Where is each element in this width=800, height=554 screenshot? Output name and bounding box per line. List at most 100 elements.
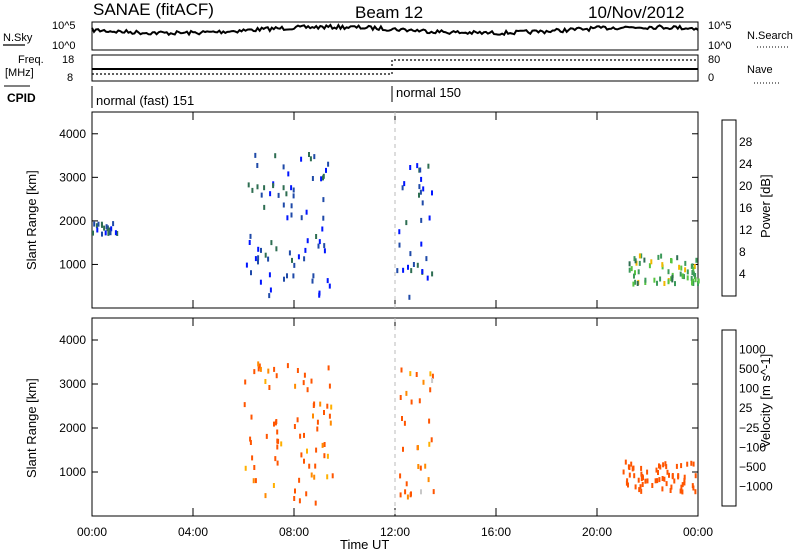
power-echo-cell (323, 248, 326, 254)
velocity-echo-cell (302, 380, 305, 386)
velocity-echo-cell (253, 369, 256, 375)
power-echo-cell (697, 278, 700, 284)
velocity-echo-cell (656, 478, 659, 484)
power-echo-cell (674, 281, 676, 287)
velocity-echo-cell (274, 456, 277, 462)
power-echo-cell (431, 271, 434, 277)
power-colorbar-tick-4: 20 (739, 179, 753, 193)
power-echo-cell (322, 175, 324, 181)
station-title: SANAE (fitACF) (93, 0, 214, 19)
power-echo-cell (676, 255, 679, 261)
velocity-echo-cell (430, 437, 433, 443)
power-echo-cell (257, 255, 260, 261)
power-echo-cell (292, 273, 295, 279)
velocity-echo-cell (273, 366, 276, 372)
velocity-echo-cell (666, 469, 669, 475)
velocity-echo-cell (637, 477, 640, 483)
noise-right-tick-bottom: 10^0 (708, 40, 732, 52)
power-echo-cell (304, 247, 307, 253)
velocity-echo-cell (675, 463, 678, 469)
power-echo-cell (305, 209, 308, 215)
power-echo-cell (427, 163, 430, 169)
power-echo-cell (286, 273, 288, 279)
velocity-colorbar-tick-1: 500 (739, 362, 759, 376)
velocity-echo-cell (400, 367, 403, 373)
velocity-echo-cell (420, 489, 422, 495)
power-echo-cell (686, 275, 689, 281)
velocity-echo-cell (630, 461, 633, 467)
velocity-echo-cell (298, 498, 301, 504)
power-echo-cell (638, 260, 641, 266)
freq-left-tick-top: 18 (62, 54, 74, 66)
noise-left-label: N.Sky (3, 32, 33, 44)
power-echo-cell (300, 156, 303, 162)
power-echo-cell (285, 191, 288, 197)
velocity-colorbar-tick-7: −1000 (739, 479, 773, 493)
power-echo-cell (318, 239, 321, 245)
velocity-echo-cell (328, 383, 331, 389)
power-echo-cell (422, 186, 425, 192)
velocity-echo-cell (651, 483, 654, 488)
power-echo-cell (108, 227, 111, 233)
power-echo-cell (671, 274, 674, 280)
power-echo-cell (410, 268, 413, 274)
power-echo-cell (107, 230, 110, 236)
velocity-echo-cell (686, 461, 689, 467)
power-echo-cell (661, 262, 664, 268)
velocity-echo-cell (313, 401, 316, 407)
power-echo-cell (292, 193, 295, 199)
velocity-echo-cell (293, 424, 296, 429)
velocity-echo-cell (427, 477, 430, 483)
velocity-echo-cell (399, 395, 402, 400)
power-echo-cell (634, 258, 637, 264)
velocity-echo-cell (639, 484, 642, 490)
freq-right-tick-top: 80 (708, 54, 720, 66)
power-colorbar: 4 8 12 16 20 24 28 Power [dB] (721, 119, 773, 297)
power-echo-cell (249, 233, 252, 239)
power-echo-cell (277, 192, 280, 198)
velocity-echo-cell (294, 488, 296, 494)
velocity-echo-cell (641, 482, 644, 487)
power-echo-cell (269, 191, 272, 197)
velocity-echo-cell (259, 366, 262, 372)
power-echo-cell (260, 247, 262, 253)
velocity-y-tick-label-2: 3000 (59, 377, 86, 391)
velocity-echo-cell (328, 413, 331, 419)
noise-right-label: N.Search (747, 30, 793, 42)
velocity-echo-cell (640, 488, 643, 494)
power-colorbar-label: Power [dB] (758, 174, 773, 238)
velocity-echo-cell (694, 473, 697, 479)
power-echo-cell (416, 163, 419, 169)
velocity-echo-cell (663, 476, 666, 482)
velocity-echo-cell (431, 373, 434, 379)
velocity-echo-cell (244, 465, 247, 471)
power-echo-cell (263, 185, 266, 191)
power-colorbar-tick-6: 28 (739, 135, 753, 149)
velocity-echo-cell (303, 372, 306, 378)
velocity-echo-cell (298, 477, 301, 483)
power-echo-cell (401, 185, 404, 191)
power-echo-cell (663, 281, 666, 286)
power-echo-cell (303, 256, 306, 262)
velocity-echo-cell (316, 419, 319, 425)
x-tick-label-6: 00:00 (683, 525, 713, 539)
freq-label-1: Freq. (18, 54, 44, 66)
power-echo-cell (644, 277, 647, 283)
velocity-echo-cell (250, 414, 253, 420)
power-colorbar-frame (721, 119, 737, 297)
power-echo-cell (328, 283, 331, 289)
power-echo-cell (263, 204, 266, 210)
velocity-echo-cell (303, 458, 305, 464)
velocity-echo-cell (313, 474, 316, 480)
power-echo-cell (318, 292, 321, 298)
velocity-echo-cell (409, 492, 412, 498)
power-echo-cell (396, 268, 399, 274)
velocity-panel: 1000 2000 3000 4000 (59, 317, 699, 517)
velocity-echo-cell (624, 459, 627, 465)
power-echo-cell (420, 241, 423, 247)
velocity-echo-cell (276, 429, 279, 435)
power-colorbar-tick-5: 24 (739, 157, 753, 171)
freq-label-2: [MHz] (5, 67, 34, 79)
power-echo-cell (254, 256, 257, 262)
velocity-echo-cell (305, 491, 308, 497)
